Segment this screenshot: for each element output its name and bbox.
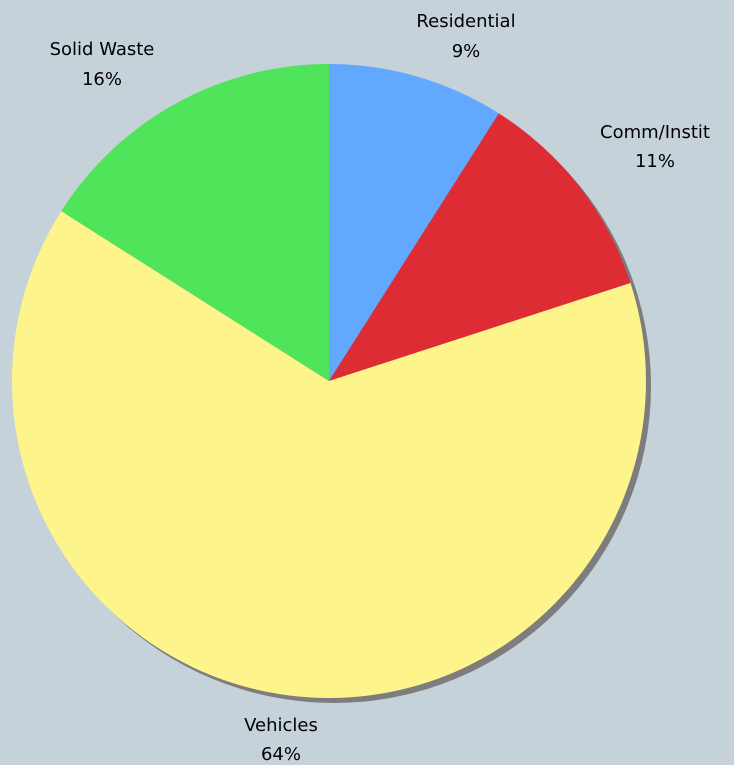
slice-label-vehicles: Vehicles (244, 715, 318, 736)
slice-label-comm-instit: Comm/Instit (600, 122, 710, 143)
pie-labels: Residential 9% Comm/Instit 11% Vehicles 64% So… (50, 11, 710, 765)
slice-percent-residential: 9% (452, 41, 481, 62)
pie-slice-comm-instit (329, 113, 631, 381)
slice-label-residential: Residential (416, 11, 515, 32)
slice-label-solid-waste: Solid Waste (50, 39, 155, 60)
slice-percent-solid-waste: 16% (82, 69, 122, 90)
pie-slice-vehicles (11, 211, 646, 699)
pie-slice-solid-waste (61, 64, 329, 381)
pie-slice-residential (329, 64, 499, 381)
slice-percent-vehicles: 64% (261, 744, 301, 765)
slice-percent-comm-instit: 11% (635, 151, 675, 172)
pie-slices (11, 64, 646, 699)
